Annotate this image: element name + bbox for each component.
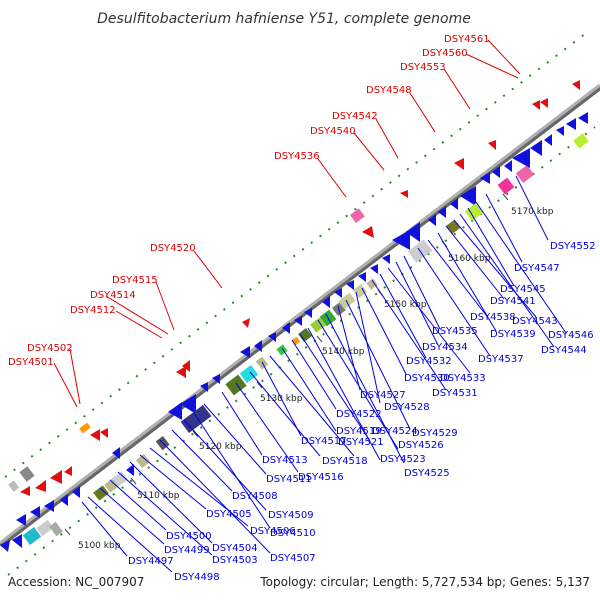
gene-label: DSY4553: [400, 62, 446, 73]
gene-label: DSY4544: [541, 345, 587, 356]
gene-label: DSY4521: [338, 437, 384, 448]
gene-label: DSY4510: [270, 528, 316, 539]
gene-label: DSY4509: [268, 510, 314, 521]
forward-gene-shapes: [8, 80, 580, 496]
gene-label: DSY4524: [372, 426, 418, 437]
kbp-label: 5120 kbp: [199, 442, 242, 452]
gene-label: DSY4497: [128, 556, 174, 567]
reverse-gene-shapes: [0, 112, 589, 552]
gene-label: DSY4539: [490, 329, 536, 340]
genome-backbone: [0, 83, 600, 545]
gene-label: DSY4527: [360, 390, 406, 401]
gene-label: DSY4516: [298, 472, 344, 483]
gene-label: DSY4526: [398, 440, 444, 451]
gene-label: DSY4547: [514, 263, 560, 274]
gene-label: DSY4517: [301, 436, 347, 447]
gene-label: DSY4560: [422, 48, 468, 59]
gene-label: DSY4537: [478, 354, 524, 365]
gene-label: DSY4513: [262, 455, 308, 466]
gene-label: DSY4525: [404, 468, 450, 479]
gene-label: DSY4529: [412, 428, 458, 439]
gene-label: DSY4507: [270, 553, 316, 564]
gene-label: DSY4546: [548, 330, 594, 341]
reverse-leader-lines: [81, 175, 567, 573]
gene-label: DSY4533: [440, 373, 486, 384]
gene-label: DSY4530: [404, 373, 450, 384]
gene-label: DSY4552: [550, 241, 596, 252]
gene-label: DSY4506: [250, 526, 296, 537]
kbp-label: 5110 kbp: [137, 491, 180, 501]
gene-label: DSY4498: [174, 572, 220, 583]
forward-gene-labels: DSY4501 DSY4502 DSY4512 DSY4514 DSY4515 …: [8, 34, 490, 368]
kbp-label: 5140 kbp: [322, 347, 365, 357]
gene-label: DSY4504: [212, 543, 258, 554]
gene-label: DSY4520: [150, 243, 196, 254]
gene-label: DSY4519: [336, 426, 382, 437]
reverse-dotted-track: [7, 126, 596, 576]
gene-label: DSY4514: [90, 290, 136, 301]
kbp-label: 5160 kbp: [448, 254, 491, 264]
gene-label: DSY4561: [444, 34, 490, 45]
gene-label: DSY4535: [432, 326, 478, 337]
forward-leader-lines: [53, 39, 521, 408]
gene-label: DSY4505: [206, 509, 252, 520]
genome-backbone-shadow: [0, 84, 600, 548]
gene-label: DSY4500: [166, 531, 212, 542]
gene-label: DSY4548: [366, 85, 412, 96]
kbp-label: 5100 kbp: [78, 541, 121, 551]
reverse-gene-labels: DSY4497 DSY4498 DSY4499 DSY4500 DSY4503 …: [128, 241, 596, 583]
accession-text: Accession: NC_007907: [8, 575, 144, 589]
kbp-label: 5170 kbp: [511, 207, 554, 217]
gene-label: DSY4512: [70, 305, 116, 316]
gene-label: DSY4541: [490, 296, 536, 307]
gene-label: DSY4540: [310, 126, 356, 137]
kbp-label: 5150 kbp: [384, 300, 427, 310]
gene-label: DSY4503: [212, 555, 258, 566]
gene-label: DSY4534: [422, 342, 468, 353]
gene-label: DSY4515: [112, 275, 158, 286]
gene-label: DSY4518: [322, 456, 368, 467]
gene-label: DSY4522: [336, 409, 382, 420]
gene-label: DSY4502: [27, 343, 73, 354]
gene-label: DSY4501: [8, 357, 54, 368]
gene-label: DSY4545: [500, 284, 546, 295]
gene-label: DSY4542: [332, 111, 378, 122]
gene-label: DSY4538: [470, 312, 516, 323]
map-title: Desulfitobacterium hafniense Y51, comple…: [97, 11, 471, 27]
gene-label: DSY4543: [512, 316, 558, 327]
genome-summary-text: Topology: circular; Length: 5,727,534 bp…: [259, 575, 590, 589]
forward-dotted-track: [4, 29, 591, 478]
gene-label: DSY4528: [384, 402, 430, 413]
gene-label: DSY4531: [432, 388, 478, 399]
gene-label: DSY4499: [164, 545, 210, 556]
gene-label: DSY4508: [232, 491, 278, 502]
gene-label: DSY4523: [380, 454, 426, 465]
gene-label: DSY4536: [274, 151, 320, 162]
gene-label: DSY4511: [266, 474, 312, 485]
gene-label: DSY4532: [406, 356, 452, 367]
